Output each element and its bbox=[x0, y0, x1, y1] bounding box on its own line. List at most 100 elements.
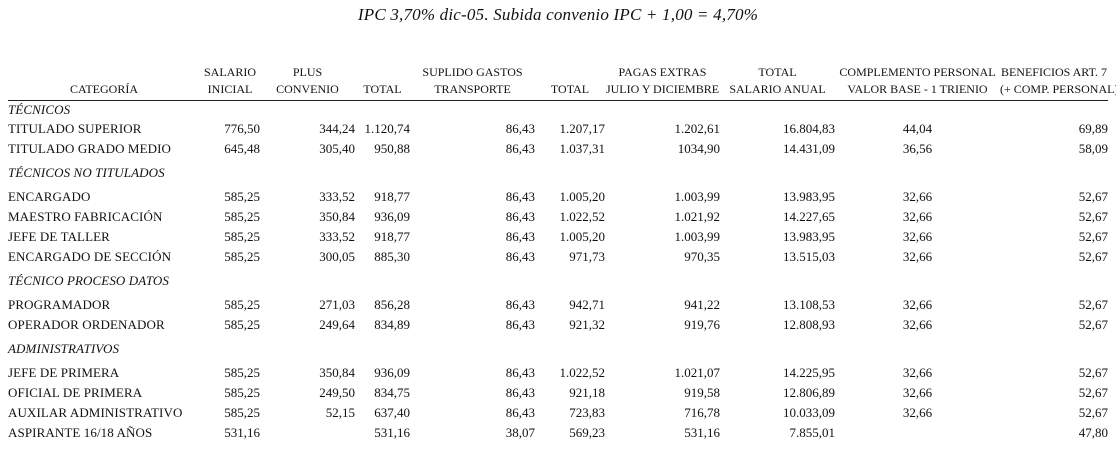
cell-total-salario-anual: 10.033,09 bbox=[783, 405, 835, 420]
cell-pagas-extras: 970,35 bbox=[684, 249, 720, 264]
cell-complemento-personal: 32,66 bbox=[902, 317, 933, 332]
cell-beneficios: 52,67 bbox=[1078, 209, 1108, 224]
cell-total-salario-anual: 13.983,95 bbox=[783, 189, 835, 204]
cell-complemento-personal: 32,66 bbox=[902, 209, 933, 224]
cell-beneficios: 52,67 bbox=[1078, 189, 1108, 204]
group-row: ADMINISTRATIVOS bbox=[8, 335, 1108, 363]
cell-total-2: 1.022,52 bbox=[559, 365, 606, 380]
cell-total-2: 1.005,20 bbox=[559, 229, 606, 244]
cell-total-salario-anual: 13.515,03 bbox=[783, 249, 835, 264]
cell-beneficios: 52,67 bbox=[1078, 297, 1108, 312]
cell-categoria: TITULADO SUPERIOR bbox=[8, 121, 142, 136]
cell-total-2: 1.037,31 bbox=[559, 141, 606, 156]
cell-salario-inicial: 585,25 bbox=[224, 385, 260, 400]
cell-beneficios: 69,89 bbox=[1078, 121, 1108, 136]
cell-suplido-transporte: 38,07 bbox=[505, 425, 535, 440]
header-salario-inicial: SALARIO INICIAL bbox=[200, 64, 260, 101]
cell-total-salario-anual: 14.431,09 bbox=[783, 141, 835, 156]
table-row: JEFE DE TALLER 585,25 333,52 918,77 86,43 1.0… bbox=[8, 227, 1108, 247]
cell-complemento-personal: 32,66 bbox=[902, 405, 933, 420]
cell-pagas-extras: 1.021,92 bbox=[674, 209, 721, 224]
cell-total-2: 942,71 bbox=[569, 297, 605, 312]
cell-suplido-transporte: 86,43 bbox=[505, 385, 535, 400]
cell-total-salario-anual: 14.225,95 bbox=[783, 365, 835, 380]
group-title: TÉCNICO PROCESO DATOS bbox=[8, 273, 170, 288]
cell-beneficios: 52,67 bbox=[1078, 249, 1108, 264]
cell-plus-convenio: 344,24 bbox=[319, 121, 355, 136]
cell-salario-inicial: 585,25 bbox=[224, 365, 260, 380]
cell-suplido-transporte: 86,43 bbox=[505, 297, 535, 312]
cell-total: 950,88 bbox=[374, 141, 410, 156]
cell-pagas-extras: 1.003,99 bbox=[674, 229, 721, 244]
cell-total-salario-anual: 16.804,83 bbox=[783, 121, 835, 136]
cell-categoria: JEFE DE PRIMERA bbox=[8, 365, 120, 380]
cell-total: 918,77 bbox=[374, 189, 410, 204]
header-complemento-personal: COMPLEMENTO PERSONAL VALOR BASE - 1 TRIEN… bbox=[835, 64, 1000, 101]
cell-complemento-personal: 32,66 bbox=[902, 365, 933, 380]
cell-complemento-personal: 32,66 bbox=[902, 297, 933, 312]
table-row: OFICIAL DE PRIMERA 585,25 249,50 834,75 86,4… bbox=[8, 383, 1108, 403]
header-pagas-extras: PAGAS EXTRAS JULIO Y DICIEMBRE bbox=[605, 64, 720, 101]
cell-plus-convenio: 305,40 bbox=[319, 141, 355, 156]
cell-categoria: ENCARGADO bbox=[8, 189, 91, 204]
cell-salario-inicial: 585,25 bbox=[224, 189, 260, 204]
cell-total-2: 971,73 bbox=[569, 249, 605, 264]
cell-plus-convenio: 350,84 bbox=[319, 365, 355, 380]
cell-complemento-personal: 36,56 bbox=[902, 141, 933, 156]
cell-salario-inicial: 585,25 bbox=[224, 229, 260, 244]
cell-plus-convenio bbox=[260, 423, 355, 443]
cell-categoria: JEFE DE TALLER bbox=[8, 229, 110, 244]
cell-pagas-extras: 1034,90 bbox=[677, 141, 720, 156]
table-row: ENCARGADO 585,25 333,52 918,77 86,43 1.005,20… bbox=[8, 187, 1108, 207]
cell-beneficios: 47,80 bbox=[1078, 425, 1108, 440]
cell-suplido-transporte: 86,43 bbox=[505, 229, 535, 244]
cell-beneficios: 52,67 bbox=[1078, 385, 1108, 400]
cell-suplido-transporte: 86,43 bbox=[505, 189, 535, 204]
cell-salario-inicial: 585,25 bbox=[224, 209, 260, 224]
table-row: PROGRAMADOR 585,25 271,03 856,28 86,43 942,71… bbox=[8, 295, 1108, 315]
table-row: MAESTRO FABRICACIÓN 585,25 350,84 936,09 86,… bbox=[8, 207, 1108, 227]
cell-plus-convenio: 350,84 bbox=[319, 209, 355, 224]
table-header: CATEGORÍA SALARIO INICIAL PLUS CONVENIO TO… bbox=[8, 64, 1116, 101]
cell-categoria: AUXILAR ADMINISTRATIVO bbox=[8, 405, 183, 420]
header-plus-convenio: PLUS CONVENIO bbox=[260, 64, 355, 101]
cell-total-salario-anual: 12.808,93 bbox=[783, 317, 835, 332]
cell-total: 885,30 bbox=[374, 249, 410, 264]
cell-pagas-extras: 716,78 bbox=[684, 405, 720, 420]
cell-total-2: 723,83 bbox=[569, 405, 605, 420]
group-title: ADMINISTRATIVOS bbox=[8, 341, 120, 356]
cell-total-salario-anual: 14.227,65 bbox=[783, 209, 835, 224]
cell-categoria: ASPIRANTE 16/18 AÑOS bbox=[8, 425, 153, 440]
header-total-2: TOTAL bbox=[535, 64, 605, 101]
table-body: TÉCNICOS TITULADO SUPERIOR 776,50 344,24 1.1… bbox=[8, 101, 1108, 444]
header-categoria: CATEGORÍA bbox=[8, 64, 200, 101]
cell-pagas-extras: 1.202,61 bbox=[674, 121, 721, 136]
cell-salario-inicial: 585,25 bbox=[224, 317, 260, 332]
cell-complemento-personal bbox=[835, 423, 1000, 443]
group-row: TÉCNICOS NO TITULADOS bbox=[8, 159, 1108, 187]
cell-total: 834,75 bbox=[374, 385, 410, 400]
cell-salario-inicial: 645,48 bbox=[224, 141, 260, 156]
cell-total-2: 1.022,52 bbox=[559, 209, 606, 224]
cell-total-salario-anual: 13.108,53 bbox=[783, 297, 835, 312]
salary-table: CATEGORÍA SALARIO INICIAL PLUS CONVENIO TO… bbox=[8, 64, 1116, 444]
cell-total-salario-anual: 12.806,89 bbox=[783, 385, 835, 400]
cell-plus-convenio: 333,52 bbox=[319, 229, 355, 244]
cell-pagas-extras: 941,22 bbox=[684, 297, 720, 312]
cell-total: 856,28 bbox=[374, 297, 410, 312]
cell-categoria: OPERADOR ORDENADOR bbox=[8, 317, 165, 332]
table-row: OPERADOR ORDENADOR 585,25 249,64 834,89 86,4… bbox=[8, 315, 1108, 335]
cell-total-salario-anual: 13.983,95 bbox=[783, 229, 835, 244]
header-total: TOTAL bbox=[355, 64, 410, 101]
cell-pagas-extras: 1.003,99 bbox=[674, 189, 721, 204]
cell-plus-convenio: 52,15 bbox=[325, 405, 355, 420]
group-row: TÉCNICOS bbox=[8, 101, 1108, 120]
cell-total: 531,16 bbox=[374, 425, 410, 440]
group-row: TÉCNICO PROCESO DATOS bbox=[8, 267, 1108, 295]
cell-complemento-personal: 44,04 bbox=[902, 121, 933, 136]
cell-suplido-transporte: 86,43 bbox=[505, 141, 535, 156]
cell-total-2: 1.207,17 bbox=[559, 121, 606, 136]
cell-total: 637,40 bbox=[374, 405, 410, 420]
cell-suplido-transporte: 86,43 bbox=[505, 405, 535, 420]
cell-pagas-extras: 1.021,07 bbox=[674, 365, 721, 380]
